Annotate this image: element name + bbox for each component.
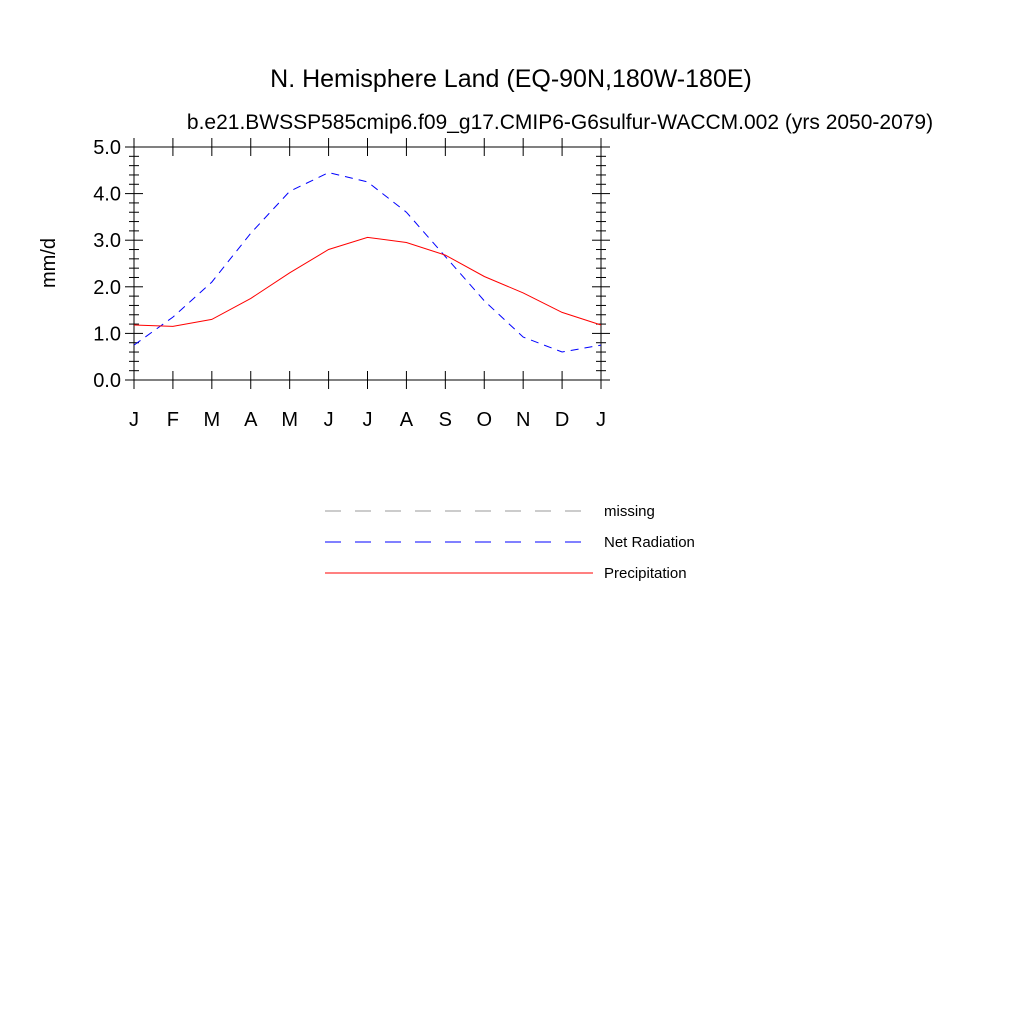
x-tick-label: S: [439, 409, 452, 431]
x-tick-label: F: [167, 409, 179, 431]
x-tick-label: O: [476, 409, 492, 431]
legend-label: missing: [604, 503, 655, 520]
legend-label: Precipitation: [604, 565, 687, 582]
x-tick-label: N: [516, 409, 530, 431]
plot-frame: [133, 146, 602, 381]
plot-area: 0.0 1.0 2.0 3.0 4.0 5.0 J F M A M J J A S O N D J: [93, 137, 610, 431]
x-tick-label: A: [244, 409, 258, 431]
x-tick-label: A: [400, 409, 414, 431]
x-tick-label: D: [555, 409, 569, 431]
chart-subtitle: b.e21.BWSSP585cmip6.f09_g17.CMIP6-G6sulf…: [187, 111, 933, 134]
y-axis-label: mm/d: [38, 238, 60, 288]
x-tick-label: J: [129, 409, 139, 431]
series-line-precipitation: [133, 236, 602, 327]
chart-title: N. Hemisphere Land (EQ-90N,180W-180E): [270, 65, 752, 93]
legend-label: Net Radiation: [604, 534, 695, 551]
y-tick-label: 0.0: [93, 370, 121, 392]
y-tick-label: 1.0: [93, 323, 121, 345]
legend: missing Net Radiation Precipitation: [325, 503, 695, 582]
x-tick-label: M: [203, 409, 220, 431]
x-tick-label: J: [324, 409, 334, 431]
x-tick-label: M: [281, 409, 298, 431]
x-tick-label: J: [363, 409, 373, 431]
y-tick-label: 5.0: [93, 137, 121, 159]
y-tick-label: 2.0: [93, 277, 121, 299]
y-tick-label: 4.0: [93, 184, 121, 206]
y-tick-label: 3.0: [93, 230, 121, 252]
series-line-net-radiation: [133, 172, 602, 353]
x-tick-label: J: [596, 409, 606, 431]
